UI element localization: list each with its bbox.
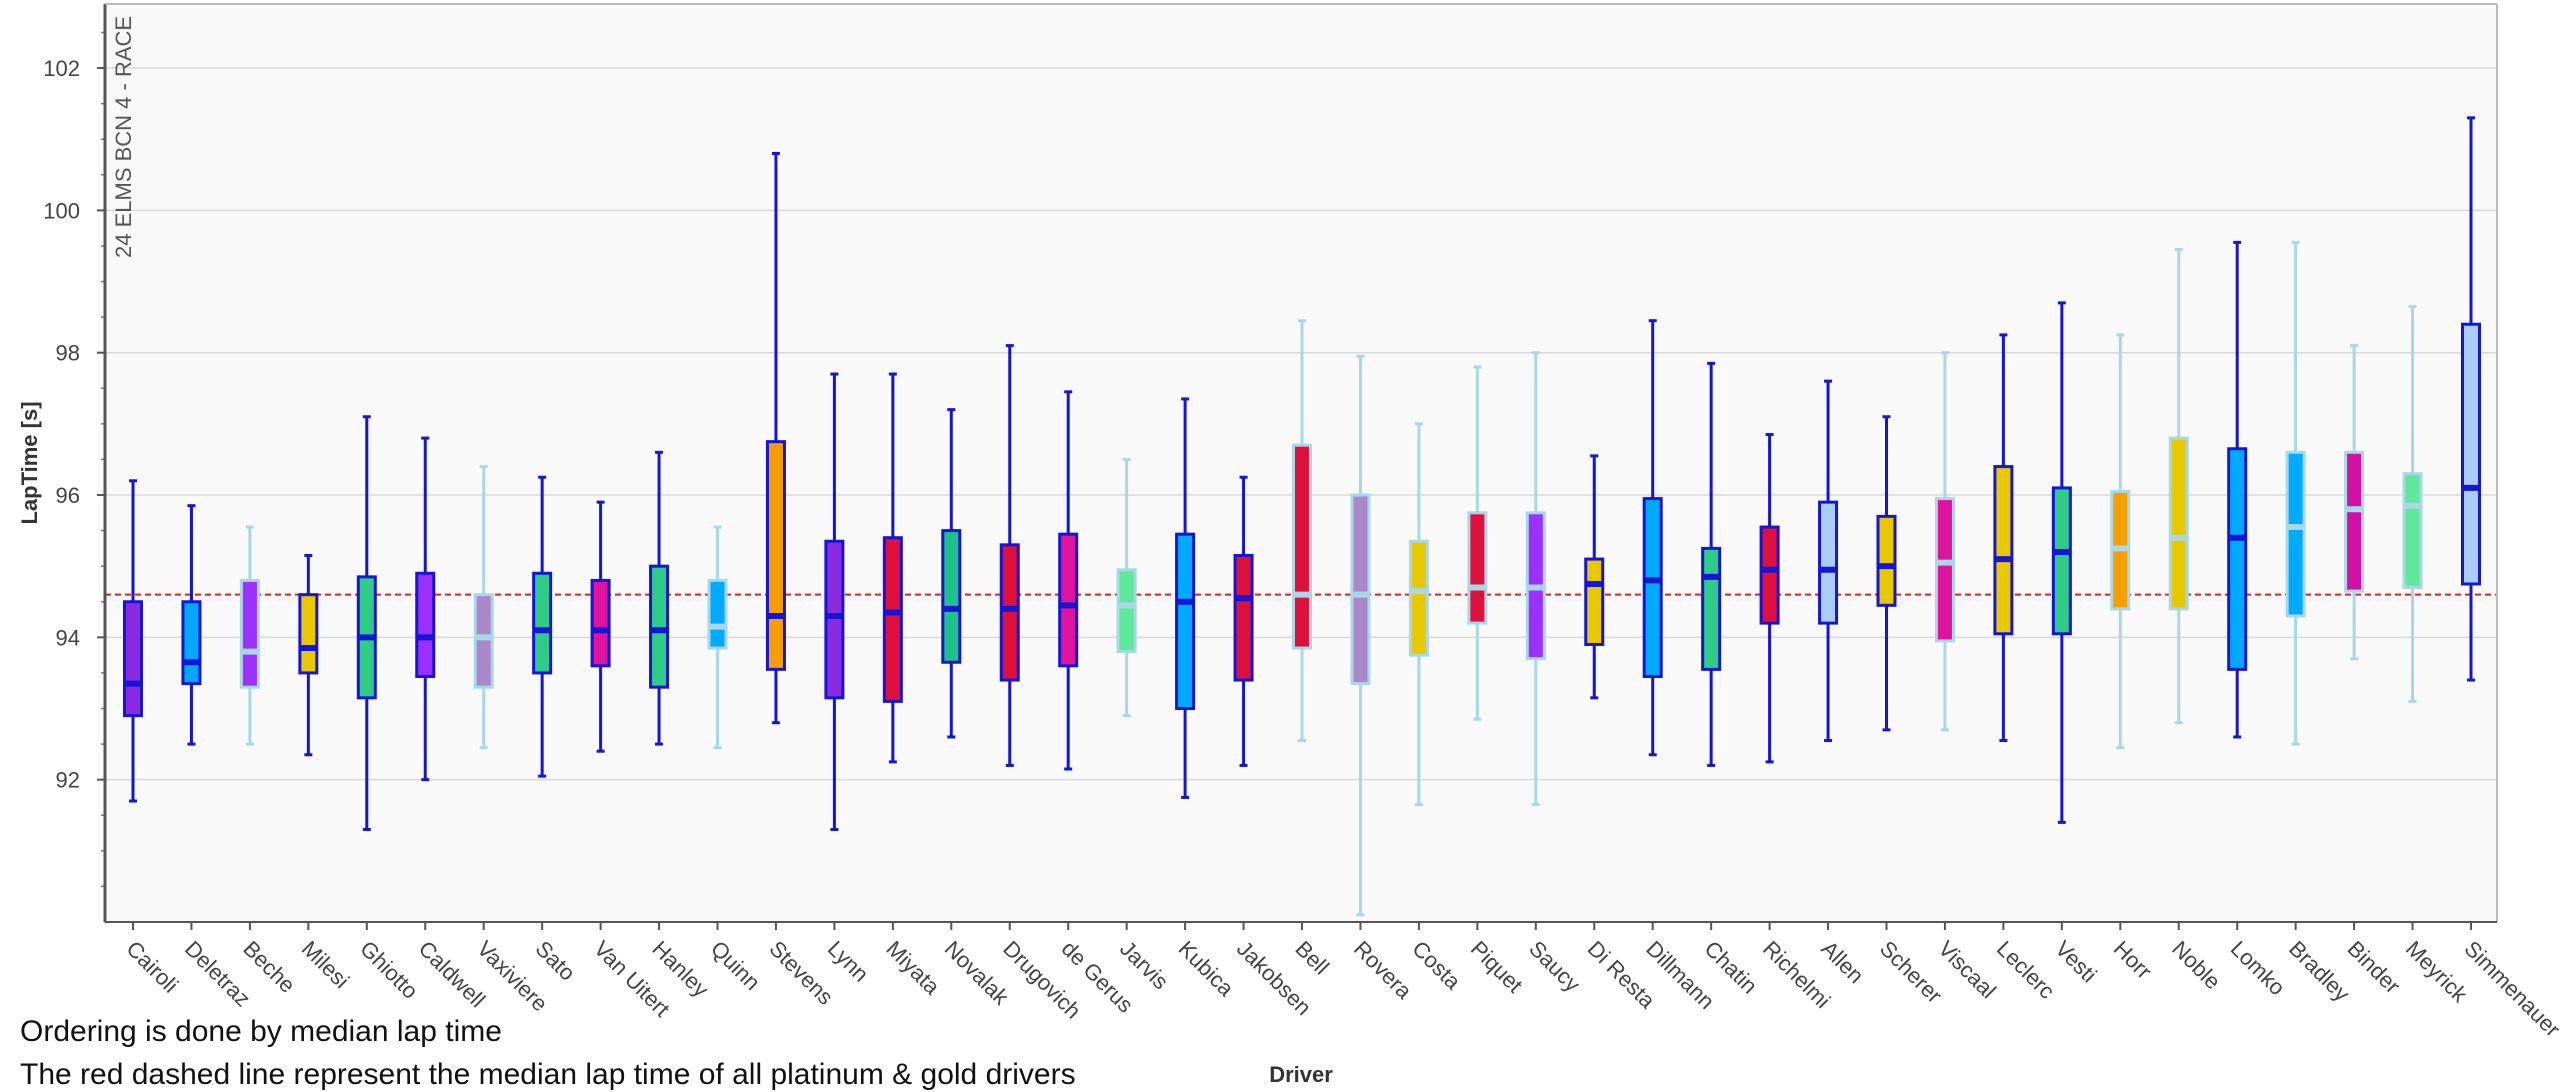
box-dillmann <box>1642 319 1663 757</box>
box-jakobsen <box>1233 475 1254 767</box>
box-iqr <box>999 543 1020 682</box>
box-lomko <box>2227 240 2248 739</box>
box-iqr <box>1467 511 1488 625</box>
box-iqr <box>1701 546 1722 671</box>
box-van-uitert <box>590 500 611 753</box>
box-iqr <box>1175 532 1196 711</box>
box-iqr <box>1292 443 1312 650</box>
y-axis-title: LapTime [s] <box>17 401 42 524</box>
box-iqr <box>473 593 494 689</box>
box-iqr <box>1876 514 1897 607</box>
box-bradley <box>2285 240 2306 746</box>
box-noble <box>2168 248 2189 725</box>
note-reference-line: The red dashed line represent the median… <box>20 1058 1076 1091</box>
box-vaxiviere <box>473 465 494 750</box>
box-iqr <box>1233 554 1254 682</box>
box-iqr <box>298 593 319 675</box>
box-simmenauer <box>2461 116 2481 682</box>
box-richelmi <box>1759 433 1780 764</box>
box-iqr <box>1934 497 1955 643</box>
box-scherer <box>1876 415 1897 732</box>
box-cairoli <box>123 479 143 803</box>
note-ordering: Ordering is done by median lap time <box>20 1015 502 1048</box>
box-iqr <box>181 600 202 686</box>
box-iqr <box>590 578 611 668</box>
y-tick-label: 102 <box>43 56 80 81</box>
box-chatin <box>1701 361 1722 767</box>
box-rovera <box>1350 354 1371 917</box>
box-di-resta <box>1584 454 1605 700</box>
box-jarvis <box>1116 457 1137 718</box>
box-saucy <box>1525 351 1546 807</box>
box-hanley <box>649 450 670 746</box>
box-iqr <box>1408 539 1429 657</box>
box-iqr <box>2285 450 2306 618</box>
box-iqr <box>1993 465 2014 636</box>
box-caldwell <box>415 436 436 782</box>
box-iqr <box>882 536 903 703</box>
box-iqr <box>2168 436 2189 611</box>
y-tick-label: 98 <box>56 341 80 366</box>
box-sato <box>532 475 553 778</box>
box-iqr <box>824 539 845 700</box>
box-drugovich <box>999 344 1020 767</box>
box-lynn <box>824 372 845 831</box>
box-allen <box>1818 379 1839 743</box>
boxes-layer <box>123 116 2481 917</box>
box-stevens <box>765 151 786 725</box>
box-bell <box>1292 319 1312 743</box>
box-iqr <box>2344 450 2365 593</box>
box-iqr <box>239 578 260 689</box>
box-iqr <box>532 571 553 675</box>
y-axis-ticks: 92 94 96 98 100 102 <box>43 31 105 888</box>
box-beche <box>239 525 260 746</box>
box-iqr <box>765 440 786 671</box>
box-iqr <box>649 564 670 689</box>
y-tick-label: 96 <box>56 483 80 508</box>
box-de-gerus <box>1058 390 1079 771</box>
box-iqr <box>123 600 143 718</box>
box-leclerc <box>1993 333 2014 743</box>
box-iqr <box>707 578 728 650</box>
box-iqr <box>1058 532 1079 668</box>
box-iqr <box>2051 486 2072 636</box>
box-meyrick <box>2402 304 2423 703</box>
box-quinn <box>707 525 728 750</box>
y-tick-label: 94 <box>56 625 80 650</box>
box-horr <box>2110 333 2131 750</box>
box-iqr <box>1642 497 1663 678</box>
box-vesti <box>2051 301 2072 824</box>
box-iqr <box>941 529 962 664</box>
box-piquet <box>1467 365 1488 721</box>
box-novalak <box>941 408 962 739</box>
box-kubica <box>1175 397 1196 799</box>
y-tick-label: 92 <box>56 768 80 793</box>
box-binder <box>2344 344 2365 661</box>
y-tick-label: 100 <box>43 198 80 223</box>
box-viscaal <box>1934 351 1955 732</box>
box-miyata <box>882 372 903 764</box>
box-iqr <box>1350 493 1371 686</box>
x-axis-title: Driver <box>1269 1062 1333 1087</box>
box-iqr <box>1584 557 1605 646</box>
box-iqr <box>2227 447 2248 671</box>
box-iqr <box>1818 500 1839 625</box>
box-ghiotto <box>356 415 377 831</box>
box-iqr <box>1116 568 1137 654</box>
chart-title: 24 ELMS BCN 4 - RACE <box>111 16 136 258</box>
box-iqr <box>415 571 436 678</box>
box-milesi <box>298 554 319 757</box>
box-deletraz <box>181 504 202 746</box>
box-iqr <box>2402 472 2423 590</box>
box-costa <box>1408 422 1429 807</box>
box-iqr <box>2461 322 2481 586</box>
box-iqr <box>1759 525 1780 625</box>
